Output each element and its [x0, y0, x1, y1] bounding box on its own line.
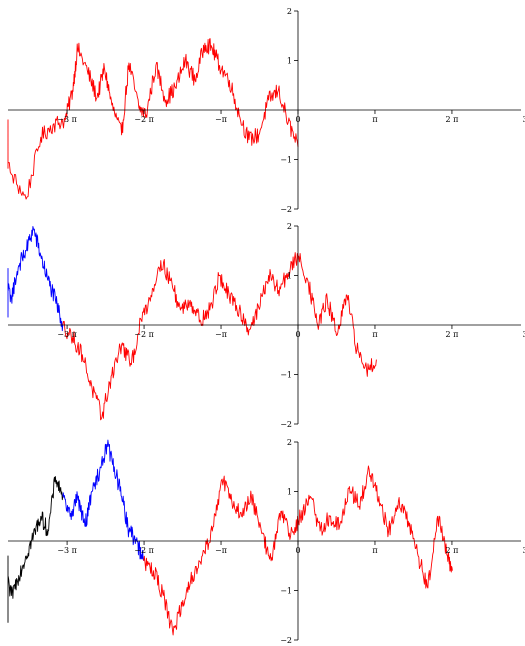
x-tick-label: −π: [215, 330, 227, 339]
y-tick-label: −2: [280, 420, 292, 429]
x-tick-label: 0: [295, 546, 300, 555]
y-tick-label: 1: [287, 488, 292, 497]
x-tick-label: −π: [215, 115, 227, 124]
x-tick-label: 0: [295, 115, 300, 124]
y-tick-label: −1: [280, 587, 292, 596]
series-line-1: [7, 226, 64, 332]
y-tick-label: 1: [287, 57, 292, 66]
y-tick-label: −2: [280, 636, 292, 645]
x-tick-label: π: [372, 115, 377, 124]
y-tick-label: −2: [280, 205, 292, 214]
y-tick-label: 2: [287, 7, 292, 16]
plot-panel-3: −3 π −2 π −π 0 π 2 π 3 π −2 −1 1 2: [7, 438, 525, 645]
x-tick-label: −3 π: [57, 546, 77, 555]
y-tick-label: 2: [287, 222, 292, 231]
x-tick-label: −3 π: [57, 330, 77, 339]
x-tick-label: −2 π: [134, 115, 154, 124]
x-tick-label: −2 π: [134, 330, 154, 339]
series-line-3: [143, 465, 453, 636]
x-tick-label: −3 π: [57, 115, 77, 124]
series-line-2: [62, 252, 377, 421]
y-tick-label: 1: [287, 272, 292, 281]
y-tick-label: 2: [287, 438, 292, 447]
x-tick-label: π: [372, 330, 377, 339]
x-tick-label: −2 π: [134, 546, 154, 555]
x-tick-label: −π: [215, 546, 227, 555]
y-tick-label: −1: [280, 156, 292, 165]
x-tick-label: π: [372, 546, 377, 555]
plot-panel-2: −3 π −2 π −π 0 π 2 π 3 π −2 −1 1 2: [7, 222, 525, 429]
series-line-1: [7, 476, 64, 623]
x-tick-label: 2 π: [445, 546, 458, 555]
x-tick-label: 3 π: [522, 546, 525, 555]
x-tick-label: 2 π: [445, 330, 458, 339]
x-tick-label: 0: [295, 330, 300, 339]
x-tick-label: 2 π: [445, 115, 458, 124]
series-line-1: [7, 38, 299, 200]
x-tick-label: 3 π: [522, 115, 525, 124]
x-tick-label: 3 π: [522, 330, 525, 339]
series-line-2: [62, 439, 145, 561]
plot-panel-1: −3 π −2 π −π 0 π 2 π 3 π −2 −1 1 2: [7, 7, 525, 214]
y-tick-label: −1: [280, 371, 292, 380]
